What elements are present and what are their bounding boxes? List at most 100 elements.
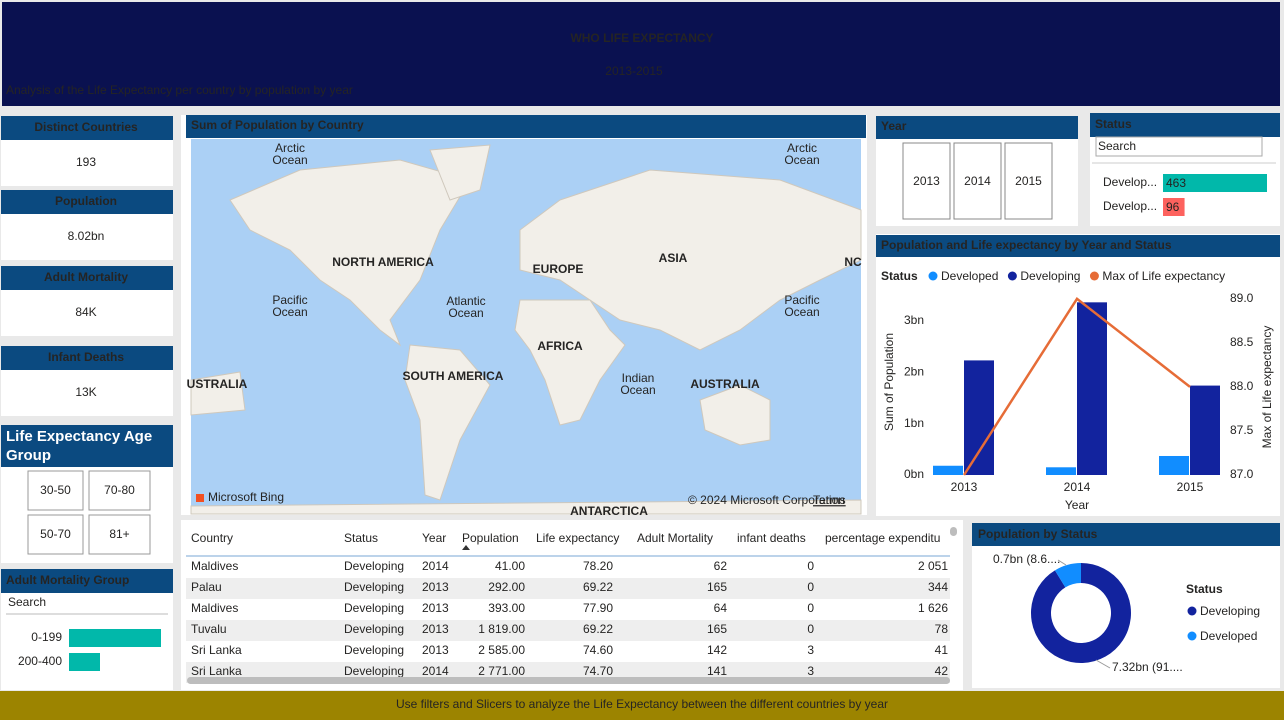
y2-axis-title: Max of Life expectancy — [1260, 326, 1274, 449]
x-axis-title: Year — [1065, 498, 1089, 512]
card-value: 193 — [76, 155, 96, 169]
column-header: Population — [462, 531, 519, 545]
map-title-bar — [186, 115, 866, 138]
legend-label: Developed — [1200, 629, 1257, 643]
bing-logo — [196, 494, 204, 502]
bar — [1163, 198, 1185, 216]
status-category[interactable]: Develop... — [1103, 199, 1157, 213]
cell: 41.00 — [495, 559, 525, 573]
am-category: 200-400 — [18, 654, 62, 668]
legend-swatch — [1089, 271, 1099, 281]
card-bg — [1, 370, 173, 416]
column-header: Country — [191, 531, 233, 545]
legend-title: Status — [1186, 582, 1223, 596]
cell: 64 — [714, 601, 728, 615]
cell: 1 819.00 — [478, 622, 525, 636]
bar — [1190, 385, 1220, 475]
year-option: 2013 — [913, 174, 940, 188]
scrollbar[interactable] — [950, 527, 957, 536]
am-category: 0-199 — [31, 630, 62, 644]
age-button[interactable] — [88, 514, 151, 555]
cell: 41 — [935, 643, 949, 657]
cell: 69.22 — [583, 622, 613, 636]
cell: Developing — [344, 622, 404, 636]
card-value: 8.02bn — [68, 229, 105, 243]
map-label: USTRALIA — [187, 377, 248, 391]
cell: 1 626 — [918, 601, 948, 615]
year-option: 2014 — [964, 174, 991, 188]
cell: 0 — [807, 622, 814, 636]
cell: 393.00 — [488, 601, 525, 615]
y2-tick-label: 89.0 — [1230, 291, 1254, 305]
legend-swatch — [1187, 606, 1197, 616]
card-value: 84K — [75, 305, 96, 319]
map-credit[interactable]: Terms — [813, 493, 846, 507]
card-title-bar — [1, 266, 173, 290]
cell: Developing — [344, 559, 404, 573]
cell: 165 — [707, 580, 727, 594]
cell: Maldives — [191, 601, 238, 615]
header-bg — [2, 2, 1280, 106]
y2-tick-label: 88.5 — [1230, 335, 1254, 349]
y-tick-label: 2bn — [904, 364, 924, 378]
leader — [1057, 559, 1067, 566]
bar — [1046, 467, 1076, 475]
y-axis-title: Sum of Population — [882, 333, 896, 431]
line — [962, 296, 1191, 476]
y2-tick-label: 88.0 — [1230, 379, 1254, 393]
legend-title: Status — [881, 269, 918, 283]
year-button[interactable] — [902, 142, 951, 220]
cell: 344 — [928, 580, 948, 594]
cell: 77.90 — [583, 601, 613, 615]
age-button[interactable] — [27, 470, 84, 511]
year-button[interactable] — [1004, 142, 1053, 220]
map-credit: © 2024 Microsoft Corporation — [688, 493, 845, 507]
legend-label: Max of Life expectancy — [1102, 269, 1225, 283]
bar — [1077, 302, 1107, 475]
cell: 74.60 — [583, 643, 613, 657]
cell: 2013 — [422, 643, 449, 657]
search-box[interactable] — [1095, 136, 1263, 157]
map-label: AUSTRALIA — [690, 377, 760, 391]
cell: 2 585.00 — [478, 643, 525, 657]
column-header: Year — [422, 531, 446, 545]
bar — [964, 360, 994, 475]
age-button[interactable] — [27, 514, 84, 555]
x-tick-label: 2013 — [951, 480, 978, 494]
year-button[interactable] — [953, 142, 1002, 220]
cell: 42 — [935, 664, 949, 678]
map-label: EUROPE — [533, 262, 584, 276]
map-label: Arctic Ocean — [272, 141, 307, 167]
legend-swatch — [1187, 631, 1197, 641]
y2-tick-label: 87.5 — [1230, 423, 1254, 437]
age-button[interactable] — [88, 470, 151, 511]
age-option: 30-50 — [40, 483, 71, 497]
sort-arrow — [462, 545, 470, 550]
age-option: 50-70 — [40, 527, 71, 541]
card-bg — [1, 140, 173, 186]
donut-slice — [1054, 562, 1081, 588]
year-title-bar — [876, 116, 1078, 139]
y-tick-label: 1bn — [904, 416, 924, 430]
map-label: SOUTH AMERICA — [403, 369, 504, 383]
map-label: Pacific Ocean — [272, 293, 307, 319]
am-title-bar — [1, 569, 173, 593]
status-category[interactable]: Develop... — [1103, 175, 1157, 189]
y-tick-label: 0bn — [904, 467, 924, 481]
row-stripe — [186, 578, 950, 599]
row-stripe — [186, 620, 950, 641]
status-search: Search — [1098, 139, 1136, 153]
card-title-bar — [1, 190, 173, 214]
bar — [1163, 174, 1267, 192]
scrollbar[interactable] — [187, 677, 950, 684]
cell: 3 — [807, 643, 814, 657]
cell: 62 — [714, 559, 728, 573]
cell: Sri Lanka — [191, 643, 242, 657]
map-label: Atlantic Ocean — [446, 294, 485, 320]
x-tick-label: 2015 — [1177, 480, 1204, 494]
footer-bg — [0, 691, 1284, 720]
cell: 3 — [807, 664, 814, 678]
card-value: 13K — [75, 385, 96, 399]
